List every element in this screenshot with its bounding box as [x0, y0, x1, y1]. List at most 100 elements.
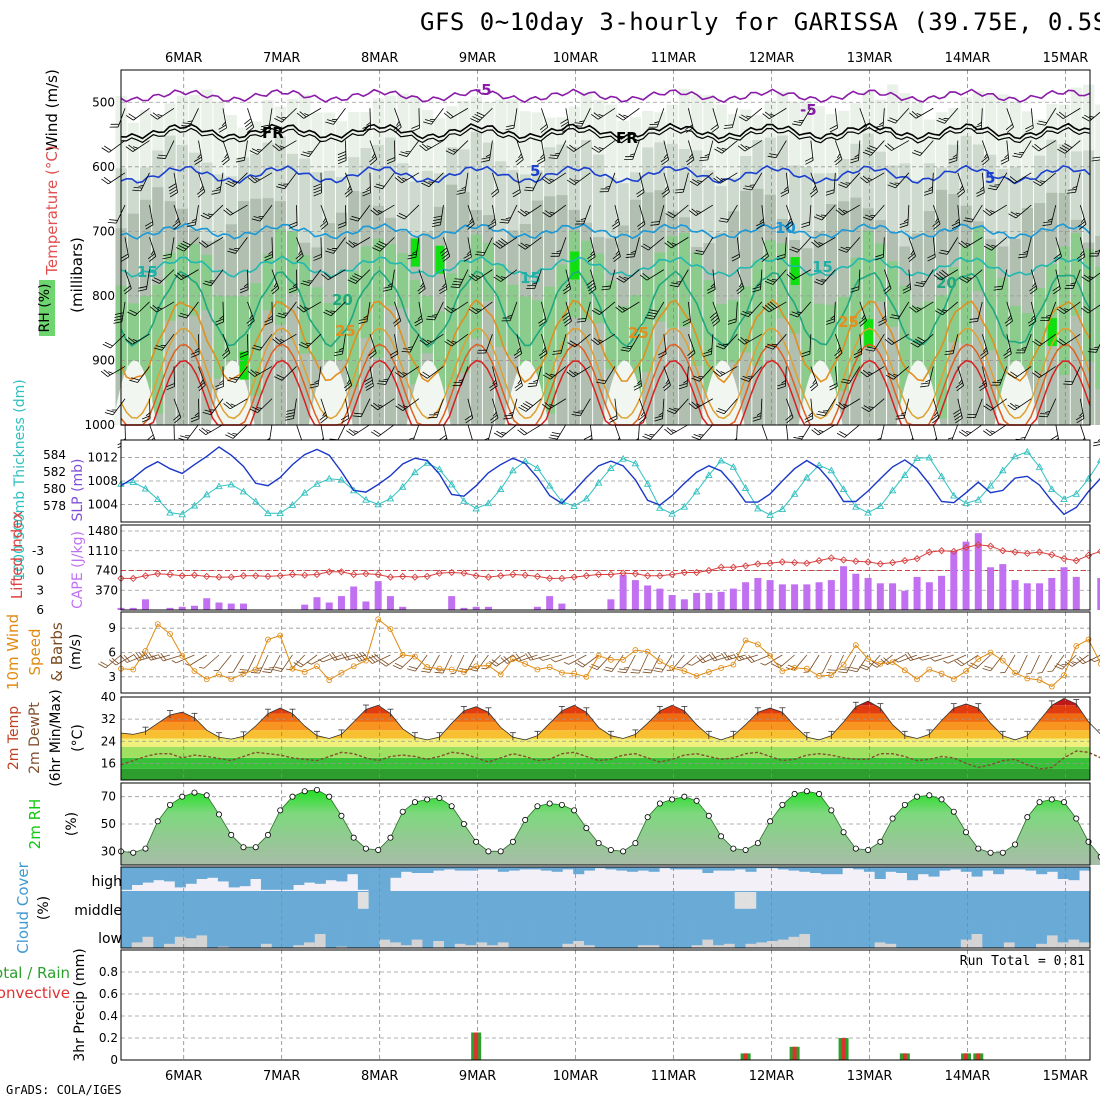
wind-barb: [186, 205, 199, 227]
isotherm-line: [120, 122, 1091, 140]
cloud-low-bg: [820, 920, 832, 948]
wind-barb: [505, 108, 518, 131]
wind-barb: [760, 237, 769, 263]
wind-barb: [432, 205, 444, 228]
wind-speed-point: [926, 666, 933, 673]
rh-shading: [237, 296, 250, 359]
thickness-point: [692, 487, 701, 495]
li-tick-label: -3: [32, 544, 44, 558]
contour-label: 25: [628, 324, 649, 342]
wind-barb: [539, 334, 548, 359]
wind-speed-point: [326, 677, 333, 683]
thickness-point: [852, 502, 860, 510]
rh-shading: [764, 240, 776, 348]
cloud-low-bg: [508, 920, 520, 948]
wind-barb: [589, 654, 612, 671]
thickness-point: [643, 480, 652, 487]
wind-barb: [337, 205, 347, 229]
wind-barb: [524, 172, 542, 192]
rh-shading: [421, 295, 433, 354]
wind-barb: [1012, 140, 1032, 158]
wind-speed-point: [534, 666, 541, 673]
cloud-low-bg: [347, 920, 359, 948]
cape-frame: [120, 524, 1091, 611]
thickness-point: [484, 499, 493, 507]
wind-barb: [127, 301, 150, 317]
thickness-tick-label: 580: [43, 482, 66, 496]
wind-barb: [445, 140, 469, 155]
wind-barb: [785, 398, 794, 424]
wind-barb: [736, 269, 745, 295]
isotherm-line: [120, 164, 1091, 185]
rh-shading: [433, 311, 446, 419]
wind-barb: [762, 107, 787, 120]
wind-barb: [660, 140, 670, 166]
cloud-low-bg: [906, 920, 919, 948]
wind-barb: [838, 237, 861, 253]
rh-shading: [1021, 312, 1033, 370]
lifted-index-point: [411, 573, 419, 581]
cloud-low-bg: [810, 920, 822, 948]
thickness-point: [166, 508, 174, 516]
wind-barb: [858, 108, 867, 133]
cloud-low-bar: [960, 939, 972, 948]
thickness-point: [215, 482, 223, 490]
wind-barb: [682, 301, 692, 327]
wind-barb: [512, 172, 521, 198]
wind-barb: [298, 333, 322, 349]
wind-barb: [648, 108, 665, 128]
wind-barb: [777, 366, 787, 390]
lifted-index-point: [950, 547, 958, 556]
cloud-high-bar: [217, 867, 229, 882]
wind-barb: [596, 366, 616, 385]
thickness-point: [888, 486, 897, 494]
cape-bar: [301, 604, 309, 610]
wind-barb: [239, 269, 249, 294]
thickness-point: [313, 480, 321, 487]
thickness-point: [251, 497, 260, 505]
rh-point: [191, 789, 198, 796]
wind-barb: [715, 333, 738, 350]
cloud-low-bar: [799, 934, 811, 948]
wind-barb: [983, 424, 1008, 437]
thickness-point: [1011, 452, 1019, 460]
wind-barb: [591, 301, 616, 315]
wind-barb: [137, 269, 150, 292]
cloud-frame: [120, 866, 1091, 949]
wind-tick-label: 3: [108, 670, 116, 684]
thickness-point: [460, 496, 468, 504]
wind-speed-point: [448, 666, 455, 673]
wind-barb: [884, 333, 910, 345]
cloud-low-bg: [293, 920, 305, 948]
cloud-low-bg: [659, 920, 671, 948]
cloud-high-bar: [777, 867, 789, 870]
rh-point: [215, 811, 222, 818]
rh-point: [534, 803, 541, 810]
wind-barb: [642, 424, 665, 440]
rh-shading: [1046, 264, 1058, 345]
cloud-low-bar: [713, 945, 725, 948]
wind-barb: [591, 107, 616, 120]
wind-barb: [1018, 237, 1032, 259]
tick-label: 800: [92, 289, 115, 303]
li-tick-label: 0: [36, 564, 44, 578]
lifted-index-point: [386, 573, 395, 581]
cloud-low-bg: [164, 920, 176, 948]
wind-barb: [931, 398, 940, 424]
wind-barb: [120, 237, 129, 262]
cape-bar: [766, 580, 774, 610]
thickness-point: [325, 474, 333, 482]
cape-bar: [386, 596, 394, 610]
wind-barb: [1031, 140, 1056, 152]
wind-barb: [125, 333, 150, 345]
slp-line: [120, 446, 1100, 516]
rh-shading: [752, 260, 764, 366]
wind-barb: [955, 366, 964, 392]
cloud-high-bar: [820, 867, 832, 875]
wind-barb: [319, 398, 328, 424]
wind-barb: [973, 108, 983, 132]
cloud-high-bar: [767, 867, 779, 869]
cloud-low-bar: [767, 941, 779, 948]
lifted-index-point: [790, 558, 799, 567]
